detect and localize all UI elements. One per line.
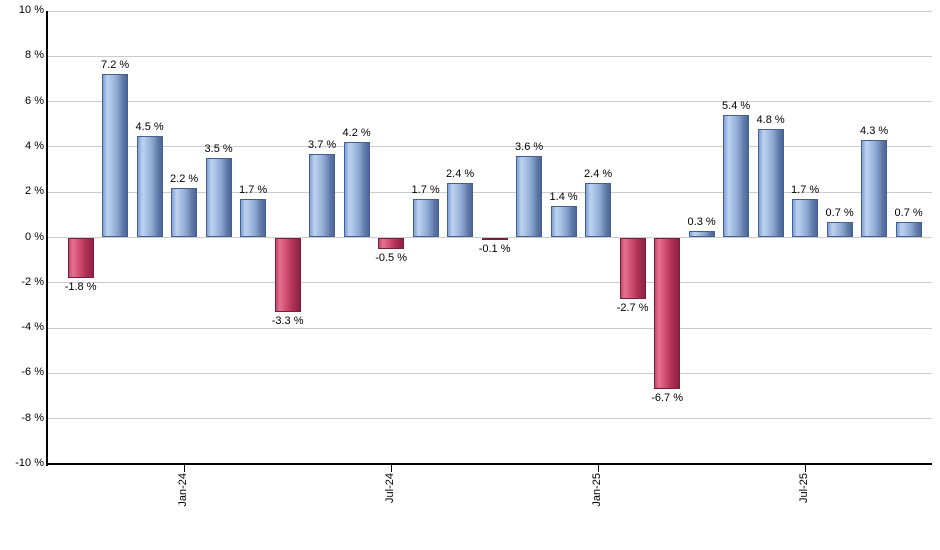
bar	[171, 187, 198, 238]
bar	[205, 158, 232, 238]
bar	[67, 237, 94, 279]
bar-value-label: -3.3 %	[271, 315, 304, 328]
x-axis-line	[46, 463, 932, 465]
bar-value-label: 1.7 %	[411, 183, 440, 196]
bar	[826, 221, 853, 238]
bar	[792, 198, 819, 238]
bar	[516, 155, 543, 238]
bar-value-label: -0.1 %	[478, 242, 511, 255]
bar-value-label: 4.8 %	[756, 113, 785, 126]
x-axis-tick-mark	[184, 465, 186, 472]
bar-value-label: 0.7 %	[825, 206, 854, 219]
gridline	[48, 418, 932, 420]
bar	[757, 128, 784, 238]
bar-value-label: 0.7 %	[894, 206, 923, 219]
bar	[861, 140, 888, 238]
x-axis-tick-mark	[805, 465, 807, 472]
gridline	[48, 191, 932, 193]
bar-value-label: 2.4 %	[584, 168, 613, 181]
bar-value-label: 1.4 %	[549, 190, 578, 203]
bar-value-label: 4.5 %	[135, 120, 164, 133]
gridline	[48, 146, 932, 148]
bar	[378, 237, 405, 249]
y-axis-tick-label: 2 %	[25, 185, 44, 198]
bar	[309, 153, 336, 238]
bar-value-label: 5.4 %	[722, 100, 751, 113]
gridline	[48, 101, 932, 103]
y-axis-tick-label: 8 %	[25, 49, 44, 62]
x-axis-tick-mark	[598, 465, 600, 472]
bar	[895, 221, 922, 238]
bar-value-label: 1.7 %	[791, 183, 820, 196]
y-axis-tick-label: 4 %	[25, 139, 44, 152]
bar-value-label: -6.7 %	[651, 392, 683, 405]
y-axis-line	[46, 11, 48, 466]
bar	[550, 205, 577, 238]
y-axis-tick-label: 0 %	[25, 230, 44, 243]
y-axis-tick-label: -2 %	[21, 275, 44, 288]
bar	[343, 142, 370, 238]
x-axis-tick-mark	[391, 465, 393, 472]
bar	[240, 198, 267, 238]
y-axis-tick-label: -6 %	[21, 366, 44, 379]
bar	[688, 230, 715, 238]
bar-value-label: 3.5 %	[204, 143, 233, 156]
x-axis-tick-label: Jan-24	[177, 473, 190, 507]
bar	[481, 237, 508, 240]
bar-value-label: 1.7 %	[239, 183, 268, 196]
gridline	[48, 327, 932, 329]
gridline	[48, 55, 932, 57]
bar	[723, 115, 750, 238]
bar-value-label: 7.2 %	[101, 59, 130, 72]
bar	[274, 237, 301, 313]
bar-value-label: -1.8 %	[64, 281, 97, 294]
bar	[447, 183, 474, 238]
bar	[654, 237, 681, 390]
y-axis-tick-label: 10 %	[18, 4, 44, 16]
bar	[412, 198, 439, 238]
bar-value-label: 4.2 %	[342, 127, 371, 140]
bar-value-label: -0.5 %	[375, 251, 407, 264]
bar	[619, 237, 646, 299]
bar-value-label: 0.3 %	[687, 215, 716, 228]
x-axis-tick-label: Jul-25	[798, 473, 811, 503]
bar-value-label: 4.3 %	[860, 125, 889, 138]
x-axis-tick-label: Jan-25	[591, 473, 604, 507]
gridline	[48, 282, 932, 284]
y-axis-tick-label: -8 %	[21, 411, 44, 424]
y-axis-tick-label: 6 %	[25, 94, 44, 107]
bar-value-label: 3.6 %	[515, 140, 544, 153]
bar-value-label: 2.2 %	[170, 172, 199, 185]
bar	[102, 74, 129, 238]
bar-value-label: -2.7 %	[616, 301, 649, 314]
gridline	[48, 10, 932, 12]
bar	[585, 183, 612, 238]
bar-value-label: 3.7 %	[308, 138, 337, 151]
bar-value-label: 2.4 %	[446, 168, 475, 181]
gridline	[48, 372, 932, 374]
y-axis-tick-label: -10 %	[15, 457, 44, 469]
y-axis-tick-label: -4 %	[21, 321, 44, 334]
x-axis-tick-label: Jul-24	[384, 473, 397, 503]
bar	[136, 135, 163, 238]
